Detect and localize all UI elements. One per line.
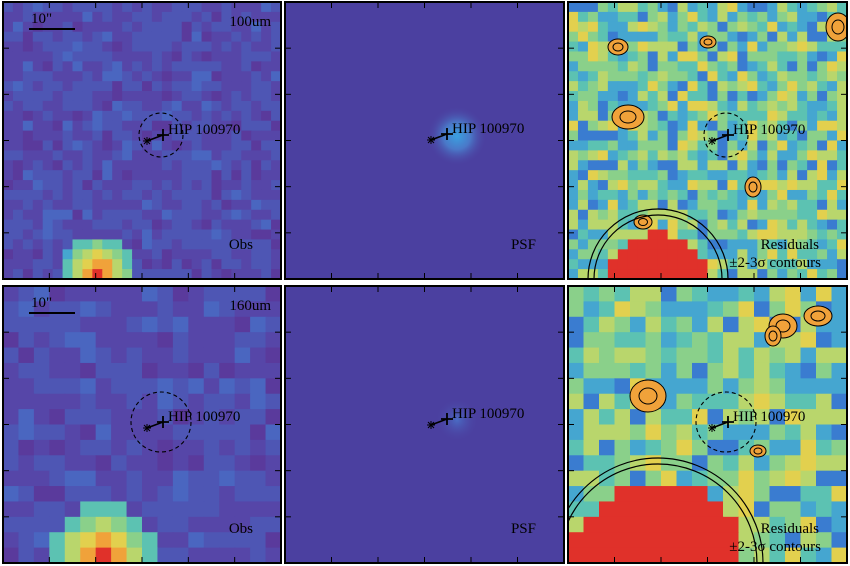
panel-label: Obs — [229, 521, 253, 537]
plus-marker-icon — [157, 416, 169, 428]
panel-obs-100: HIP 100970 10" 100um Obs — [2, 1, 282, 280]
plus-marker-icon — [441, 128, 453, 140]
aperture-circle — [138, 112, 184, 158]
plus-marker-icon — [722, 416, 734, 428]
panel-frame — [2, 1, 282, 280]
target-name-label: HIP 100970 — [452, 406, 524, 422]
panel-res-100: HIP 100970 Residuals ±2-3σ contours — [567, 1, 848, 280]
aperture-circle — [695, 391, 757, 453]
panel-label: PSF — [511, 237, 536, 253]
panel-image — [568, 2, 847, 279]
panel-image — [3, 2, 281, 279]
offset-line — [430, 418, 448, 426]
panel-frame — [284, 1, 565, 280]
offset-line — [146, 134, 164, 142]
panel-image — [285, 286, 564, 563]
plus-marker-icon — [157, 129, 169, 141]
target-name-label: HIP 100970 — [168, 409, 240, 425]
panel-res-160: HIP 100970 Residuals ±2-3σ contours — [567, 285, 848, 564]
panel-frame — [567, 285, 848, 564]
scale-bar-label: 10" — [31, 11, 52, 27]
panel-psf-100: HIP 100970 PSF — [284, 1, 565, 280]
offset-line — [711, 421, 729, 429]
star-marker-icon — [708, 424, 716, 432]
plus-marker-icon — [722, 129, 734, 141]
offset-line — [430, 133, 448, 141]
star-marker-icon — [427, 136, 435, 144]
band-label: 100um — [229, 14, 271, 30]
panel-image — [568, 286, 847, 563]
offset-line — [146, 421, 164, 429]
panel-label: PSF — [511, 521, 536, 537]
panel-frame — [567, 1, 848, 280]
panel-label: Obs — [229, 237, 253, 253]
panel-obs-160: HIP 100970 10" 160um Obs — [2, 285, 282, 564]
panel-sublabel: ±2-3σ contours — [729, 539, 821, 555]
star-marker-icon — [143, 424, 151, 432]
star-marker-icon — [427, 421, 435, 429]
target-name-label: HIP 100970 — [168, 122, 240, 138]
panel-label: Residuals — [761, 521, 819, 537]
target-name-label: HIP 100970 — [733, 409, 805, 425]
panel-sublabel: ±2-3σ contours — [729, 255, 821, 271]
target-name-label: HIP 100970 — [452, 121, 524, 137]
target-name-label: HIP 100970 — [733, 122, 805, 138]
panel-label: Residuals — [761, 237, 819, 253]
star-marker-icon — [143, 137, 151, 145]
band-label: 160um — [229, 298, 271, 314]
star-marker-icon — [708, 137, 716, 145]
plus-marker-icon — [441, 413, 453, 425]
panel-image — [285, 2, 564, 279]
scale-bar-label: 10" — [31, 295, 52, 311]
panel-frame — [2, 285, 282, 564]
panel-frame — [284, 285, 565, 564]
aperture-circle — [703, 112, 749, 158]
panel-psf-160: HIP 100970 PSF — [284, 285, 565, 564]
aperture-circle — [130, 391, 192, 453]
offset-line — [711, 134, 729, 142]
